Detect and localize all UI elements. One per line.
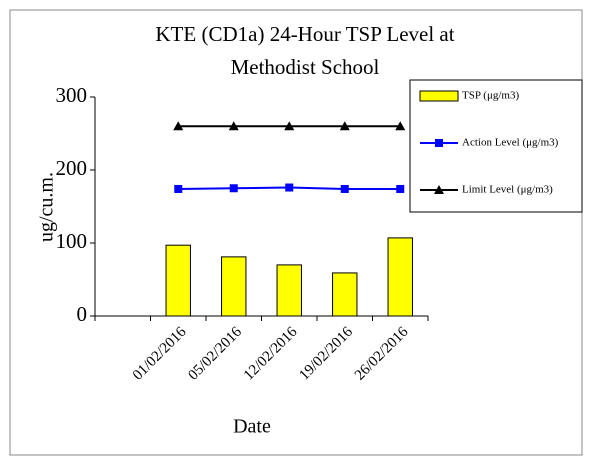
y-axis-label: ug/cu.m.: [36, 172, 58, 242]
point: [396, 184, 405, 193]
point: [284, 121, 295, 131]
legend-label: Action Level (μg/m3): [462, 137, 559, 149]
bar: [276, 264, 302, 317]
point: [285, 183, 294, 192]
bar: [165, 244, 191, 317]
bar: [332, 272, 358, 317]
x-axis-label: Date: [233, 416, 271, 438]
bar: [387, 237, 413, 317]
point: [340, 184, 349, 193]
legend-label: Limit Level (μg/m3): [462, 184, 553, 196]
legend-marker: [435, 139, 443, 147]
point: [228, 121, 239, 131]
legend-label: TSP (μg/m3): [462, 90, 519, 102]
legend-marker: [434, 185, 444, 194]
legend: TSP (μg/m3) Action Level (μg/m3) Limit Lev…: [409, 79, 583, 213]
point: [174, 184, 183, 193]
point: [173, 121, 184, 131]
point: [339, 121, 350, 131]
y-tick-label: 0: [77, 302, 88, 326]
point: [229, 184, 238, 193]
y-tick-label: 300: [56, 83, 88, 107]
legend-swatch: [419, 90, 459, 102]
chart-title: KTE (CD1a) 24-Hour TSP Level at Methodis…: [155, 22, 455, 79]
point: [395, 121, 406, 131]
bar: [221, 256, 247, 317]
y-tick-label: 200: [56, 156, 88, 180]
y-tick-label: 100: [56, 229, 88, 253]
